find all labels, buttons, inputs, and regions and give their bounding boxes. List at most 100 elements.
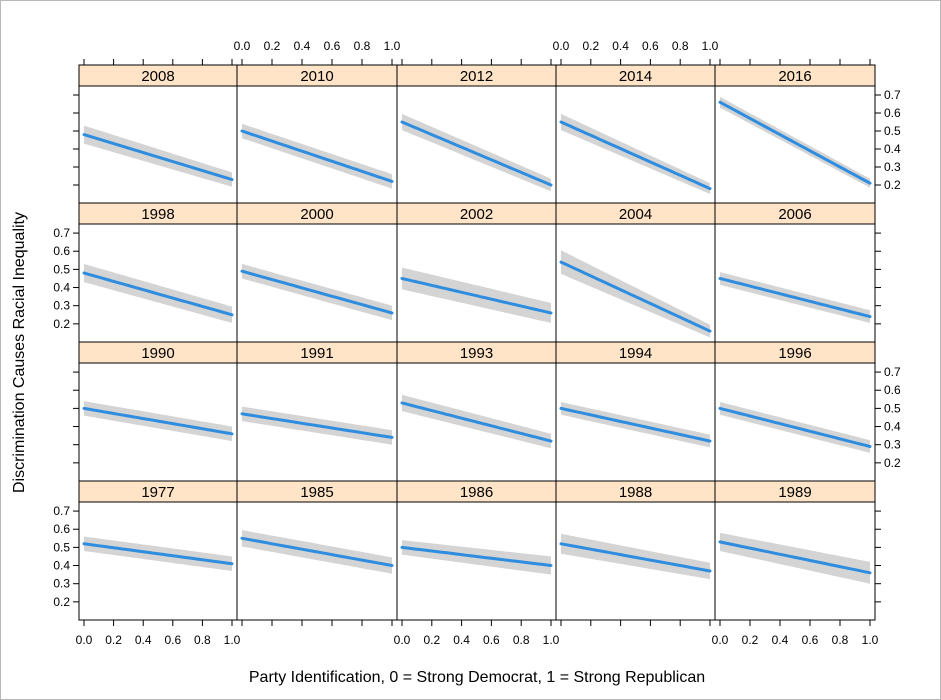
fit-line xyxy=(559,542,712,573)
panel-year-label: 2002 xyxy=(460,206,493,223)
y-tick-label: 0.3 xyxy=(53,577,70,591)
x-tick-label: 0.8 xyxy=(194,633,211,647)
x-tick-label: 0.6 xyxy=(483,633,500,647)
panel-year-label: 1988 xyxy=(619,484,652,501)
x-tick-label: 0.2 xyxy=(742,633,759,647)
panel-1990: 1990 xyxy=(78,341,238,482)
fit-line xyxy=(559,260,712,333)
x-tick-label: 0.4 xyxy=(612,39,629,53)
x-tick-label: 0.2 xyxy=(423,633,440,647)
panel-1991: 1991 xyxy=(236,341,398,482)
x-tick-label: 0.8 xyxy=(832,633,849,647)
panel-1986: 1986 xyxy=(396,480,557,621)
panel-1989: 1989 xyxy=(714,480,876,621)
panel-year-label: 2012 xyxy=(460,68,493,85)
x-tick-label: 0.4 xyxy=(772,633,789,647)
x-tick-label: 0.0 xyxy=(712,633,729,647)
fit-line xyxy=(240,412,394,439)
x-tick-label: 0.2 xyxy=(105,633,122,647)
panel-2008: 2008 xyxy=(78,64,238,204)
panel-1996: 1996 xyxy=(714,341,876,482)
panel-year-label: 2016 xyxy=(778,68,811,85)
panel-1993: 1993 xyxy=(396,341,557,482)
fit-line xyxy=(240,129,394,183)
panel-year-label: 1994 xyxy=(619,345,652,362)
fit-line xyxy=(400,277,553,315)
x-tick-label: 0.6 xyxy=(802,633,819,647)
x-tick-label: 0.0 xyxy=(394,633,411,647)
x-tick-label: 0.6 xyxy=(324,39,341,53)
panel-year-label: 1977 xyxy=(141,484,174,501)
fit-line xyxy=(400,545,553,567)
y-tick-label: 0.2 xyxy=(884,178,901,192)
panel-1998: 1998 xyxy=(78,202,238,343)
y-tick-label: 0.4 xyxy=(884,142,901,156)
x-axis-title: Party Identification, 0 = Strong Democra… xyxy=(249,669,705,686)
x-tick-label: 1.0 xyxy=(702,39,719,53)
y-tick-label: 0.4 xyxy=(53,281,70,295)
y-tick-label: 0.4 xyxy=(884,420,901,434)
panel-1985: 1985 xyxy=(236,480,398,621)
panel-year-label: 1996 xyxy=(778,345,811,362)
x-tick-label: 0.8 xyxy=(354,39,371,53)
panel-year-label: 1998 xyxy=(141,206,174,223)
fit-line xyxy=(240,269,394,315)
x-tick-label: 0.4 xyxy=(453,633,470,647)
fit-line xyxy=(718,100,872,185)
x-tick-label: 0.2 xyxy=(582,39,599,53)
panel-border xyxy=(396,85,557,204)
x-tick-label: 0.8 xyxy=(513,633,530,647)
x-tick-label: 0.2 xyxy=(264,39,281,53)
x-tick-label: 1.0 xyxy=(862,633,879,647)
panel-year-label: 1990 xyxy=(141,345,174,362)
panel-2000: 2000 xyxy=(236,202,398,343)
panel-2014: 2014 xyxy=(555,64,716,204)
x-tick-labels: 0.0 0.2 0.4 0.6 0.8 1.0 0.0 0.2 0.4 0.6 0.8 1.0 0.0 0… xyxy=(76,39,879,647)
panel-year-label: 1985 xyxy=(300,484,333,501)
panel-1994: 1994 xyxy=(555,341,716,482)
fit-line xyxy=(400,120,553,187)
y-tick-label: 0.7 xyxy=(884,365,901,379)
y-tick-label: 0.6 xyxy=(53,244,70,258)
y-tick-label: 0.7 xyxy=(53,504,70,518)
panel-year-label: 1989 xyxy=(778,484,811,501)
y-tick-label: 0.3 xyxy=(884,438,901,452)
panel-year-label: 2010 xyxy=(300,68,333,85)
x-tick-label: 0.6 xyxy=(642,39,659,53)
fit-line xyxy=(82,542,234,566)
y-tick-label: 0.5 xyxy=(53,540,70,554)
panel-2006: 2006 xyxy=(714,202,876,343)
x-tick-label: 1.0 xyxy=(224,633,241,647)
x-tick-label: 0.0 xyxy=(553,39,570,53)
panel-2016: 2016 xyxy=(714,64,876,204)
y-tick-label: 0.6 xyxy=(884,383,901,397)
fit-line xyxy=(82,406,234,436)
y-tick-label: 0.7 xyxy=(53,226,70,240)
fit-line xyxy=(82,133,234,182)
fit-line xyxy=(718,540,872,575)
y-tick-label: 0.5 xyxy=(884,401,901,415)
x-tick-label: 0.4 xyxy=(294,39,311,53)
x-tick-label: 1.0 xyxy=(543,633,560,647)
x-tick-label: 0.0 xyxy=(76,633,93,647)
y-tick-label: 0.7 xyxy=(884,88,901,102)
panel-1977: 1977 xyxy=(78,480,238,621)
fit-line xyxy=(718,406,872,448)
x-tick-label: 0.0 xyxy=(234,39,251,53)
panel-year-label: 2008 xyxy=(141,68,174,85)
panel-year-label: 2004 xyxy=(619,206,652,223)
fit-line xyxy=(240,536,394,567)
x-tick-label: 0.4 xyxy=(135,633,152,647)
fit-line xyxy=(718,277,872,319)
y-tick-label: 0.3 xyxy=(884,160,901,174)
panel-2012: 2012 xyxy=(396,64,557,204)
fit-line xyxy=(559,120,712,191)
panel-year-label: 1991 xyxy=(300,345,333,362)
fit-line xyxy=(559,406,712,443)
confidence-band xyxy=(561,250,710,338)
panel-year-label: 2014 xyxy=(619,68,652,85)
y-tick-label: 0.5 xyxy=(884,124,901,138)
panel-year-label: 1986 xyxy=(460,484,493,501)
fit-line xyxy=(82,271,234,317)
